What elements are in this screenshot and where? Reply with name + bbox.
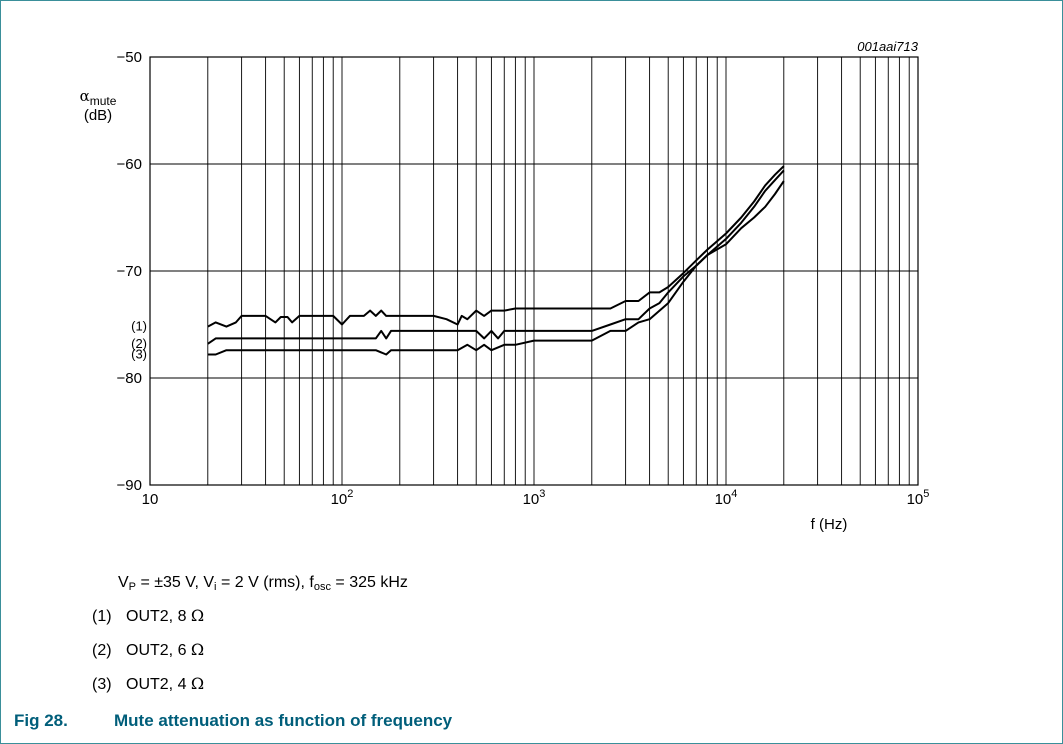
plot-area-border	[149, 56, 919, 486]
series-group	[207, 165, 785, 356]
y-tick-labels: −50 −60 −70 −80 −90	[117, 49, 142, 494]
x-tick-label: 10	[142, 491, 159, 508]
grid	[150, 57, 918, 485]
series-line-1	[207, 165, 785, 328]
x-tick-label: 105	[907, 488, 930, 508]
y-tick-label: −50	[117, 49, 142, 66]
note-2: (2) OUT2, 6 Ω	[92, 640, 205, 659]
y-tick-label: −70	[117, 263, 142, 280]
y-tick-label: −60	[117, 156, 142, 173]
series-line-3	[207, 180, 785, 356]
series-label-2: (2)	[131, 336, 147, 351]
x-tick-label: 103	[523, 488, 546, 508]
x-tick-labels: 10 102 103 104 105	[142, 488, 930, 508]
series-label-1: (1)	[131, 319, 147, 334]
note-1: (1) OUT2, 8 Ω	[92, 606, 205, 625]
y-axis-unit: (dB)	[84, 107, 112, 124]
note-3: (3) OUT2, 4 Ω	[92, 674, 205, 693]
y-tick-label: −80	[117, 370, 142, 387]
figure-caption: Fig 28. Mute attenuation as function of f…	[14, 711, 453, 730]
chart-code: 001aai713	[857, 39, 918, 54]
y-tick-label: −90	[117, 477, 142, 494]
series-line-2	[207, 169, 785, 345]
test-conditions: VP = ±35 V, Vi = 2 V (rms), fosc = 325 k…	[118, 574, 408, 593]
x-axis-label: f (Hz)	[811, 516, 848, 533]
x-tick-label: 102	[331, 488, 354, 508]
series-labels: (1) (2)(3)	[131, 319, 147, 362]
y-axis-label: αmute	[80, 87, 117, 108]
x-tick-label: 104	[715, 488, 738, 508]
series-label-3: (3)	[131, 346, 147, 361]
